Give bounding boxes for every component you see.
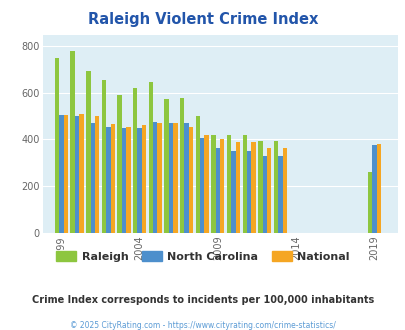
Bar xyxy=(211,135,215,233)
Text: Raleigh Violent Crime Index: Raleigh Violent Crime Index xyxy=(87,12,318,26)
Bar xyxy=(184,123,188,233)
Bar xyxy=(117,95,121,233)
Text: Crime Index corresponds to incidents per 100,000 inhabitants: Crime Index corresponds to incidents per… xyxy=(32,295,373,305)
Bar xyxy=(204,135,208,233)
Bar xyxy=(164,99,168,233)
Bar xyxy=(371,145,376,233)
Bar xyxy=(64,115,68,233)
Bar xyxy=(86,71,90,233)
Text: © 2025 CityRating.com - https://www.cityrating.com/crime-statistics/: © 2025 CityRating.com - https://www.city… xyxy=(70,321,335,330)
Bar xyxy=(266,148,271,233)
Bar xyxy=(231,151,235,233)
Bar xyxy=(133,88,137,233)
Bar xyxy=(376,144,380,233)
Bar xyxy=(95,116,99,233)
Bar xyxy=(367,172,371,233)
Bar xyxy=(282,148,286,233)
Bar xyxy=(141,125,146,233)
Bar xyxy=(110,124,115,233)
Bar xyxy=(251,142,255,233)
Bar xyxy=(75,116,79,233)
Bar xyxy=(157,123,162,233)
Bar xyxy=(273,141,278,233)
Bar xyxy=(148,82,153,233)
Bar xyxy=(55,58,59,233)
Legend: Raleigh, North Carolina, National: Raleigh, North Carolina, National xyxy=(51,247,354,267)
Bar xyxy=(258,141,262,233)
Bar xyxy=(106,127,110,233)
Bar xyxy=(226,135,231,233)
Bar xyxy=(262,156,266,233)
Bar xyxy=(195,116,200,233)
Bar xyxy=(188,127,193,233)
Bar xyxy=(79,114,83,233)
Bar xyxy=(137,128,141,233)
Bar xyxy=(220,140,224,233)
Bar xyxy=(168,123,173,233)
Bar xyxy=(122,128,126,233)
Bar xyxy=(246,151,251,233)
Bar xyxy=(153,122,157,233)
Bar xyxy=(90,123,95,233)
Bar xyxy=(126,127,130,233)
Bar xyxy=(278,156,282,233)
Bar xyxy=(242,135,246,233)
Bar xyxy=(59,115,64,233)
Bar xyxy=(102,80,106,233)
Bar xyxy=(179,98,184,233)
Bar xyxy=(215,148,220,233)
Bar xyxy=(173,123,177,233)
Bar xyxy=(235,142,239,233)
Bar xyxy=(70,51,75,233)
Bar xyxy=(200,138,204,233)
